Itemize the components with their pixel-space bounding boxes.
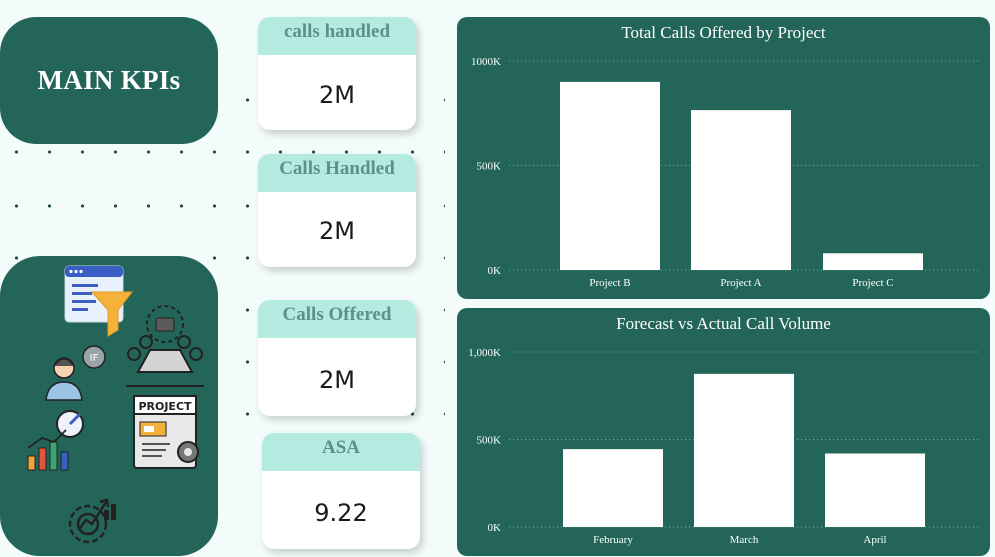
y-tick-label: 1,000K bbox=[468, 347, 501, 359]
kpi-label: ASA bbox=[262, 433, 420, 471]
main-kpis-title-card: MAIN KPIs bbox=[0, 17, 218, 144]
bar-march[interactable] bbox=[694, 373, 794, 527]
analyst-if-icon: IF bbox=[45, 345, 106, 401]
dot-row bbox=[0, 308, 445, 312]
y-tick-label: 0K bbox=[488, 522, 502, 534]
kpi-value: 2M bbox=[319, 217, 355, 245]
bar-february[interactable] bbox=[563, 449, 663, 527]
x-tick-label: February bbox=[593, 534, 633, 546]
chart-card-forecast-vs-actual: Forecast vs Actual Call Volume 1,000K 500… bbox=[457, 308, 990, 556]
chart-card-calls-offered-by-project: Total Calls Offered by Project 1000K 500K… bbox=[457, 17, 990, 299]
growth-chart-icon bbox=[27, 410, 84, 471]
dot-row bbox=[0, 412, 445, 416]
gear-growth-icon bbox=[68, 498, 116, 544]
dot-row bbox=[0, 204, 445, 208]
dot-row bbox=[0, 98, 445, 102]
x-tick-label: April bbox=[863, 534, 886, 546]
kpi-card-calls-offered: Calls Offered 2M bbox=[258, 300, 416, 416]
chart-title: Forecast vs Actual Call Volume bbox=[616, 314, 831, 333]
kpi-card-calls-handled: calls handled 2M bbox=[258, 17, 416, 130]
kpi-value: 9.22 bbox=[314, 499, 368, 527]
dot-row bbox=[0, 360, 445, 364]
kpi-label: calls handled bbox=[258, 17, 416, 55]
dot-row bbox=[0, 150, 445, 154]
bar-project-a[interactable] bbox=[691, 110, 791, 271]
bar-project-c[interactable] bbox=[823, 253, 923, 270]
y-tick-label: 0K bbox=[488, 265, 502, 277]
kpi-value: 2M bbox=[319, 81, 355, 109]
x-tick-label: March bbox=[730, 534, 759, 546]
icon-illustration-card: IF PROJECT bbox=[0, 256, 218, 556]
x-tick-label: Project A bbox=[720, 277, 761, 289]
page-title: MAIN KPIs bbox=[37, 65, 181, 95]
bar-project-b[interactable] bbox=[560, 81, 660, 271]
if-bubble-text: IF bbox=[90, 353, 99, 364]
y-tick-label: 500K bbox=[477, 161, 502, 173]
x-tick-label: Project C bbox=[852, 277, 893, 289]
y-tick-label: 500K bbox=[477, 435, 502, 447]
project-doc-text: PROJECT bbox=[138, 400, 192, 413]
kpi-value: 2M bbox=[319, 366, 355, 394]
bar-chart-forecast-vs-actual: 1,000K 500K 0K February March April bbox=[468, 347, 980, 546]
bar-april[interactable] bbox=[825, 453, 925, 528]
dot-row bbox=[0, 256, 445, 260]
y-tick-label: 1000K bbox=[471, 56, 501, 68]
kpi-card-calls-handled-2: Calls Handled 2M bbox=[258, 154, 416, 267]
project-document-icon: PROJECT bbox=[133, 395, 199, 469]
bar-chart-calls-offered: 1000K 500K 0K Project B Project A Project C bbox=[471, 56, 980, 289]
kpi-label: Calls Offered bbox=[258, 300, 416, 338]
dashboard-funnel-icon bbox=[64, 265, 134, 337]
kpi-label: Calls Handled bbox=[258, 154, 416, 192]
x-tick-label: Project B bbox=[589, 277, 630, 289]
kpi-card-asa: ASA 9.22 bbox=[262, 433, 420, 549]
team-meeting-icon bbox=[126, 305, 204, 387]
chart-title: Total Calls Offered by Project bbox=[621, 23, 826, 42]
